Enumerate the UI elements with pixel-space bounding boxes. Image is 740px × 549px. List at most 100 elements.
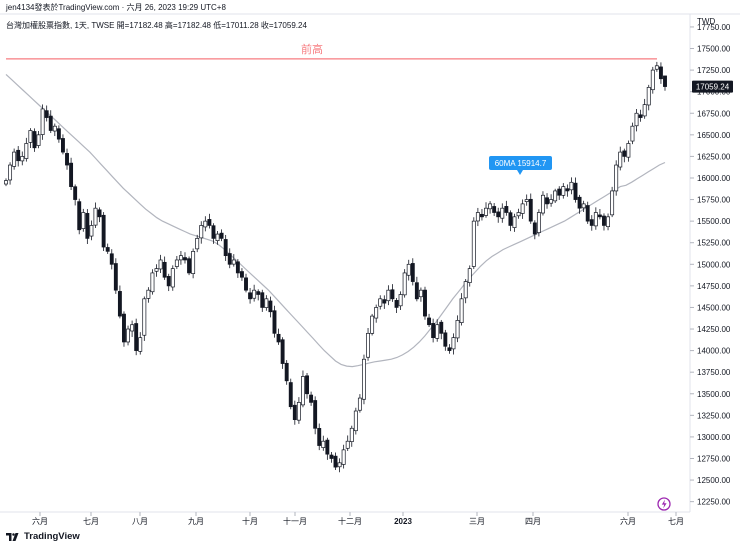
candle: [366, 327, 370, 361]
candle: [150, 269, 155, 295]
y-tick-label: 15000.00: [697, 260, 731, 269]
candle: [536, 209, 541, 237]
candle: [398, 291, 403, 310]
candle-body-up: [402, 272, 407, 296]
candle-body-down: [235, 261, 240, 274]
candle-body-up: [418, 289, 423, 298]
candle-body-down: [65, 153, 69, 166]
candle: [455, 315, 460, 343]
candle-body-down: [496, 211, 501, 218]
candle: [183, 252, 187, 264]
candle-body-up: [301, 376, 305, 406]
candle-body-down: [101, 214, 106, 248]
candle-body-up: [475, 212, 480, 222]
tradingview-branding[interactable]: TradingView: [6, 531, 80, 542]
candle: [650, 66, 655, 94]
candle: [146, 287, 151, 303]
lightning-alert-icon[interactable]: [657, 497, 671, 511]
y-tick-label: 14000.00: [697, 347, 731, 356]
candle: [207, 213, 212, 229]
y-tick-label: 14250.00: [697, 325, 731, 334]
candle: [101, 212, 106, 252]
candle-body-down: [239, 271, 244, 278]
candle-body-up: [614, 164, 619, 192]
candle: [634, 108, 639, 132]
candle: [235, 259, 240, 278]
candle: [117, 285, 122, 319]
candle-body-down: [223, 239, 228, 257]
candle: [349, 425, 354, 447]
candle: [553, 188, 558, 204]
y-tick-label: 15750.00: [697, 196, 731, 205]
candle: [557, 186, 562, 200]
candle-body-down: [268, 300, 273, 313]
candle-body-up: [40, 108, 45, 135]
candle: [138, 332, 143, 355]
candle-body-down: [309, 394, 314, 403]
candle-body-down: [113, 263, 118, 291]
candle: [602, 213, 606, 231]
candle: [658, 62, 663, 84]
candle-body-up: [12, 151, 17, 167]
candle-body-down: [284, 362, 289, 382]
candle: [541, 191, 545, 216]
candle-body-down: [545, 197, 549, 205]
candle-body-up: [471, 220, 476, 267]
candle: [500, 203, 505, 223]
candle: [378, 295, 383, 310]
candle: [223, 234, 228, 261]
candle-body-down: [69, 162, 74, 187]
candle: [597, 209, 602, 220]
candle-body-up: [520, 203, 525, 214]
candle: [272, 305, 277, 338]
candle: [565, 184, 570, 197]
candle-body-down: [394, 300, 399, 308]
candle-body-down: [166, 276, 171, 287]
candle-body-up: [353, 410, 358, 432]
candle: [362, 354, 366, 405]
candle-body-up: [264, 298, 269, 308]
candle: [252, 284, 257, 302]
candle: [593, 207, 598, 230]
candle-body-down: [276, 333, 281, 343]
candle-body-up: [606, 216, 610, 228]
x-tick-label: 四月: [525, 517, 541, 526]
candle: [382, 295, 387, 309]
candle-body-up: [634, 112, 639, 127]
candle: [390, 284, 395, 302]
y-tick-label: 13000.00: [697, 433, 731, 442]
candle-body-up: [191, 250, 196, 274]
symbol-ohlc-legend[interactable]: 台灣加權股票指數, 1天, TWSE 開=17182.48 高=17182.48…: [6, 21, 307, 30]
candle-body-down: [77, 201, 82, 231]
candle: [508, 210, 513, 232]
candle: [56, 125, 61, 143]
y-tick-label: 16000.00: [697, 174, 731, 183]
candle-body-up: [138, 337, 143, 352]
candle-body-up: [541, 194, 545, 214]
candle-body-down: [313, 400, 318, 429]
candle-body-up: [366, 332, 370, 358]
candle-body-up: [459, 298, 464, 323]
candle-body-down: [44, 110, 49, 118]
candle-body-down: [187, 258, 192, 274]
candle: [8, 162, 13, 185]
candle: [256, 289, 261, 301]
candle: [28, 128, 33, 148]
y-tick-label: 13500.00: [697, 390, 731, 399]
y-tick-label: 12250.00: [697, 498, 731, 507]
candle: [85, 209, 90, 245]
ma-callout[interactable]: 60MA 15914.7: [489, 156, 552, 175]
candle-body-up: [252, 289, 257, 299]
candle-body-up: [215, 233, 220, 241]
candle-body-up: [467, 268, 472, 283]
candle: [475, 207, 480, 227]
candle: [134, 318, 139, 356]
candle: [663, 75, 667, 91]
candle-body-up: [4, 180, 8, 185]
x-tick-label: 七月: [668, 517, 684, 526]
candle: [195, 234, 200, 253]
candle-body-up: [654, 65, 659, 70]
candle-body-down: [292, 404, 297, 420]
candle-body-up: [593, 212, 598, 227]
